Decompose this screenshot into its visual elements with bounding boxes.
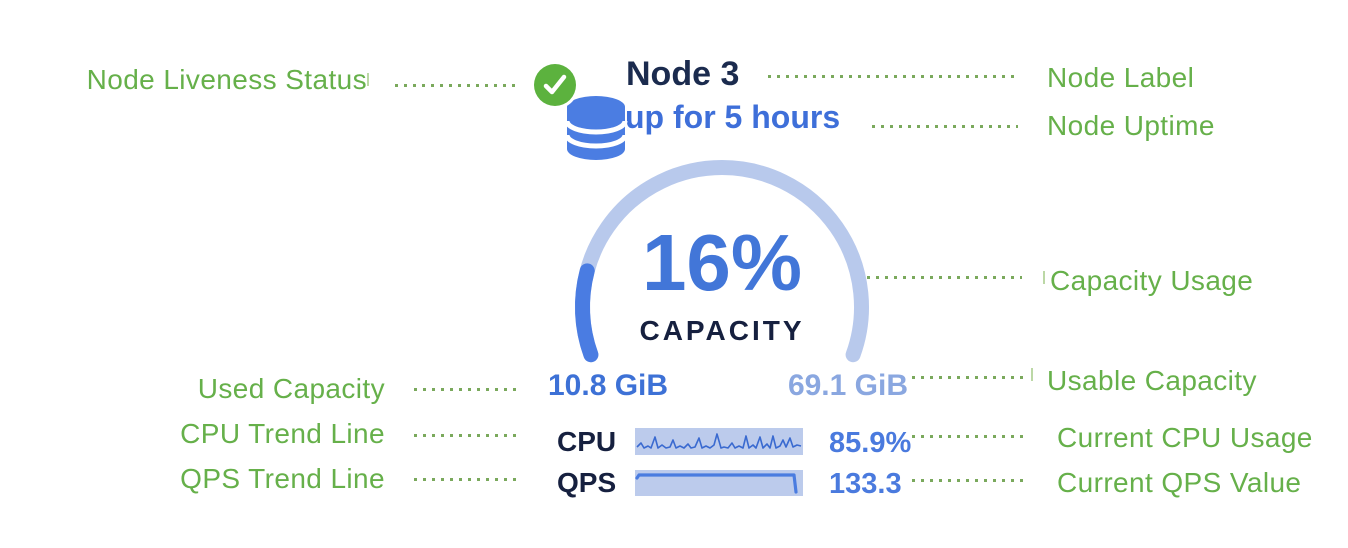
cpu-trend-sparkline [635,428,803,455]
node-label-text: Node 3 [626,55,740,93]
leader-usable-capacity [912,376,1024,379]
annotation-current-cpu-usage: Current CPU Usage [1057,422,1313,453]
node-liveness-check-circle-icon [534,64,576,106]
leader-tick [1043,271,1045,284]
leader-qps-trend [414,478,522,481]
annotation-node-label: Node Label [1047,62,1195,93]
annotation-current-qps-value: Current QPS Value [1057,467,1302,498]
current-qps-value: 133.3 [829,468,902,500]
usable-capacity-value: 69.1 GiB [787,369,908,402]
gauge-used-arc [574,263,599,363]
annotation-usable-capacity: Usable Capacity [1047,365,1257,396]
leader-capacity-usage [858,276,1022,279]
current-cpu-usage-value: 85.9% [829,427,912,459]
capacity-usage-percent: 16% [641,218,803,307]
used-capacity-value: 10.8 GiB [548,369,669,402]
leader-node-uptime [872,125,1018,128]
annotation-cpu-trend-line: CPU Trend Line [180,418,385,449]
annotation-capacity-usage: Capacity Usage [1050,265,1254,296]
annotation-node-liveness-status: Node Liveness Status [86,64,367,95]
qps-label: QPS [557,467,617,498]
capacity-caption: CAPACITY [639,315,805,346]
checkmark-glyph [543,74,567,95]
annotation-qps-trend-line: QPS Trend Line [180,463,385,494]
leader-used-capacity [414,388,522,391]
database-icon [564,94,628,167]
qps-trend-line [635,470,803,496]
cpu-label: CPU [557,426,617,457]
leader-cpu-trend [414,434,522,437]
leader-tick [1031,368,1033,381]
leader-current-qps [912,479,1024,482]
node-uptime-text: up for 5 hours [625,99,841,135]
capacity-gauge [574,160,869,363]
leader-tick [367,73,369,86]
leader-node-label [768,75,1018,78]
annotation-used-capacity: Used Capacity [197,373,385,404]
annotation-node-uptime: Node Uptime [1047,110,1215,141]
leader-node-liveness [395,84,521,87]
leader-current-cpu [912,435,1024,438]
